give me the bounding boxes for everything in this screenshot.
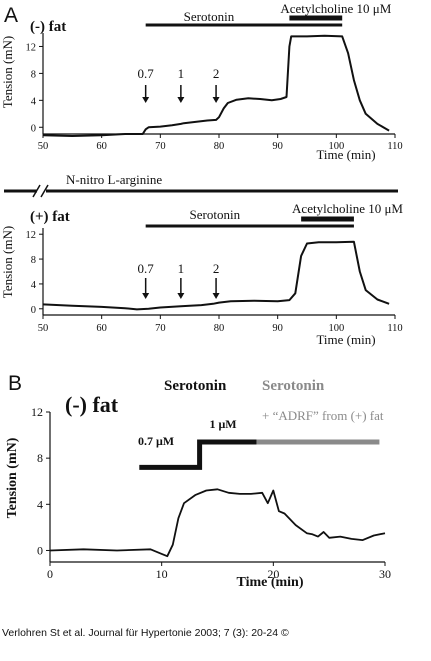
y-tick-label: 12 [31, 405, 43, 419]
panel-a-bottom-tension-trace [42, 240, 390, 311]
panel-b-adrf-label: + “ADRF” from (+) fat [262, 408, 384, 423]
panel-b-tension-trace [49, 488, 386, 558]
x-tick-label: 0 [47, 567, 53, 581]
x-tick-label: 90 [272, 323, 283, 334]
y-tick-label: 8 [37, 451, 43, 465]
panel-a-top-y-axis-label: Tension (mN) [0, 36, 15, 108]
x-tick-label: 60 [96, 141, 107, 152]
dose-label: 0.7 [138, 66, 155, 81]
dose-label: 1 [178, 66, 185, 81]
panel-b-adrf-title: Serotonin [262, 378, 325, 394]
y-tick-label: 4 [31, 96, 37, 107]
dose-label: 2 [213, 261, 220, 276]
panel-a-bottom-chart: (+) fat Tension (mN) Time (min) Serotoni… [0, 201, 403, 347]
panel-a-label: A [4, 4, 18, 27]
panel-b-dose-0.7: 0.7 μM [138, 434, 174, 448]
dose-arrowhead [177, 97, 185, 103]
panel-a-top-tension-trace [42, 34, 390, 137]
treatment-label: Serotonin [190, 207, 241, 222]
x-tick-label: 110 [387, 141, 402, 152]
y-tick-label: 12 [26, 42, 37, 53]
panel-a-top-chart: A (-) fat Tension (mN) Time (min) Seroto… [0, 1, 403, 162]
panel-a-bottom-treatments: Serotonin Acetylcholine 10 μM [145, 201, 403, 228]
x-tick-label: 70 [155, 141, 166, 152]
dose-label: 1 [178, 261, 185, 276]
inhibitor-label: N-nitro L-arginine [66, 172, 162, 187]
y-tick-label: 12 [26, 230, 37, 241]
panel-b-y-axis-label: Tension (mN) [5, 437, 20, 518]
panel-b-serotonin-label: Serotonin [164, 378, 227, 394]
y-tick-label: 0 [31, 305, 36, 316]
dose-arrowhead [212, 293, 220, 299]
x-tick-label: 60 [96, 323, 107, 334]
dose-arrowhead [212, 97, 220, 103]
panel-a-top-treatments: Serotonin Acetylcholine 10 μM [145, 1, 392, 27]
dose-label: 0.7 [138, 261, 155, 276]
panel-a-top-dose-markers: 0.7 1 2 [138, 66, 220, 103]
dose-arrowhead [142, 293, 150, 299]
y-tick-label: 0 [31, 123, 36, 134]
x-tick-label: 80 [214, 141, 225, 152]
panel-a-top-condition: (-) fat [30, 19, 66, 35]
x-tick-label: 100 [328, 141, 344, 152]
panel-b-serotonin-step [139, 439, 257, 470]
panel-b-axes: 0 10 20 30 0 4 8 12 [31, 405, 391, 581]
treatment-label: Acetylcholine 10 μM [292, 201, 403, 216]
panel-a-bottom-x-axis-label: Time (min) [316, 332, 375, 347]
x-tick-label: 20 [267, 567, 279, 581]
y-tick-label: 8 [31, 69, 36, 80]
x-tick-label: 110 [387, 323, 402, 334]
treatment-label: Acetylcholine 10 μM [280, 1, 391, 16]
panel-b-x-axis-label: Time (min) [236, 575, 303, 590]
dose-label: 2 [213, 66, 220, 81]
dose-arrowhead [177, 293, 185, 299]
panel-a-top-x-axis-label: Time (min) [316, 147, 375, 162]
axis-break-mark [32, 184, 41, 198]
panel-a-bottom-dose-markers: 0.7 1 2 [138, 261, 220, 299]
x-tick-label: 30 [379, 567, 391, 581]
x-tick-label: 50 [38, 141, 49, 152]
y-tick-label: 4 [31, 280, 37, 291]
axis-break-mark [40, 184, 49, 198]
treatment-label: Serotonin [184, 9, 235, 24]
dose-arrowhead [142, 97, 150, 103]
panel-a-bottom-condition: (+) fat [30, 209, 70, 225]
panel-b-condition: (-) fat [65, 392, 119, 417]
inhibitor-bar: N-nitro L-arginine [4, 172, 398, 198]
panel-b-dose-1: 1 μM [210, 417, 237, 431]
y-tick-label: 4 [37, 497, 43, 511]
citation: Verlohren St et al. Journal für Hyperton… [2, 627, 289, 639]
x-tick-label: 10 [156, 567, 168, 581]
panel-b-label: B [8, 372, 22, 395]
x-tick-label: 90 [272, 141, 283, 152]
panel-b-chart: B (-) fat Tension (mN) Time (min) Seroto… [5, 372, 391, 590]
x-tick-label: 70 [155, 323, 166, 334]
x-tick-label: 100 [328, 323, 344, 334]
panel-a-bottom-y-axis-label: Tension (mN) [0, 226, 15, 298]
y-tick-label: 0 [37, 543, 43, 557]
x-tick-label: 80 [214, 323, 225, 334]
x-tick-label: 50 [38, 323, 49, 334]
y-tick-label: 8 [31, 255, 36, 266]
